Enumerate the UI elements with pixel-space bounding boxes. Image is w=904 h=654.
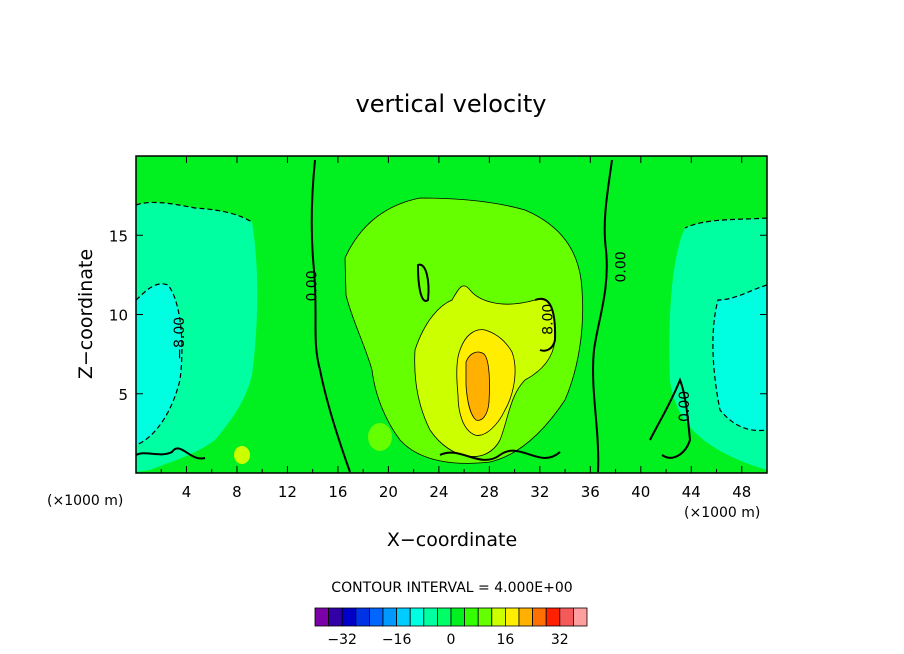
- colorbar-tick-label: −32: [327, 632, 357, 648]
- contour-label: −8.00: [172, 317, 188, 360]
- y-tick-label: 10: [109, 307, 128, 325]
- field-updraft-blob: [234, 446, 250, 464]
- contour-labels: 0.00 8.00 0.00 −8.00 0.00: [172, 251, 693, 422]
- colorbar-swatch: [504, 607, 520, 627]
- colorbar-swatch: [436, 607, 452, 627]
- colorbar-swatch: [314, 607, 330, 627]
- x-axis-ticks: 4 8 12 16 20 24 28 32 36 40 44 48: [160, 156, 751, 501]
- colorbar-swatch: [382, 607, 398, 627]
- x-tick-label: 44: [682, 483, 701, 501]
- field-updraft-blob: [532, 371, 544, 389]
- colorbar-swatch: [355, 607, 370, 627]
- x-tick-label: 16: [328, 483, 347, 501]
- x-axis-label: X−coordinate: [387, 529, 517, 551]
- y-tick-label: 15: [109, 227, 128, 245]
- field-left-downdraft-core: [136, 283, 182, 445]
- colorbar: −32 −16 0 16 32: [314, 607, 588, 648]
- field-updraft-blob: [368, 423, 392, 451]
- colorbar-swatch: [559, 607, 574, 627]
- contour-label: 8.00: [540, 304, 556, 335]
- colorbar-tick-label: 0: [447, 632, 456, 648]
- x-tick-label: 4: [182, 483, 192, 501]
- x-tick-label: 28: [480, 483, 499, 501]
- x-tick-label: 20: [379, 483, 398, 501]
- x-tick-label: 24: [429, 483, 448, 501]
- colorbar-swatch: [396, 607, 411, 627]
- x-tick-label: 48: [732, 483, 751, 501]
- x-tick-label: 36: [581, 483, 600, 501]
- x-tick-label: 8: [232, 483, 242, 501]
- y-axis-label: Z−coordinate: [75, 249, 97, 379]
- colorbar-swatch: [368, 607, 384, 627]
- colorbar-swatch: [328, 607, 343, 627]
- colorbar-swatch: [477, 607, 493, 627]
- negative-contours: [136, 201, 767, 446]
- x-tick-label: 32: [530, 483, 549, 501]
- positive-contours: [344, 197, 584, 464]
- y-tick-label: 5: [118, 386, 128, 404]
- contour-label: 0.00: [677, 391, 693, 422]
- colorbar-swatch: [423, 607, 438, 627]
- contour-label: 0.00: [304, 270, 320, 301]
- colorbar-swatch: [573, 607, 588, 627]
- colorbar-swatch: [545, 607, 561, 627]
- contour-interval-text: CONTOUR INTERVAL = 4.000E+00: [331, 580, 572, 596]
- colorbar-tick-label: −16: [382, 632, 412, 648]
- contour-field: 0.00 8.00 0.00 −8.00 0.00: [136, 156, 767, 473]
- colorbar-swatch: [464, 607, 479, 627]
- colorbar-swatch: [532, 607, 547, 627]
- colorbar-tick-label: 32: [551, 632, 569, 648]
- colorbar-tick-label: 16: [496, 632, 514, 648]
- colorbar-swatch: [341, 607, 357, 627]
- y-axis-ticks: 5 10 15: [109, 227, 767, 404]
- x-unit-left: (×1000 m): [47, 493, 123, 509]
- x-unit-right: (×1000 m): [684, 505, 760, 521]
- field-updraft-core: [466, 352, 490, 421]
- colorbar-swatch: [518, 607, 534, 627]
- colorbar-swatch: [450, 607, 466, 627]
- colorbar-swatch: [409, 607, 425, 627]
- zero-contours: [136, 159, 692, 473]
- field-right-downdraft-core: [712, 285, 767, 431]
- x-tick-label: 12: [278, 483, 297, 501]
- chart-title: vertical velocity: [356, 90, 547, 118]
- x-tick-label: 40: [631, 483, 650, 501]
- highlight-contours: [534, 297, 557, 352]
- contour-label: 0.00: [614, 251, 630, 282]
- colorbar-swatch: [491, 607, 506, 627]
